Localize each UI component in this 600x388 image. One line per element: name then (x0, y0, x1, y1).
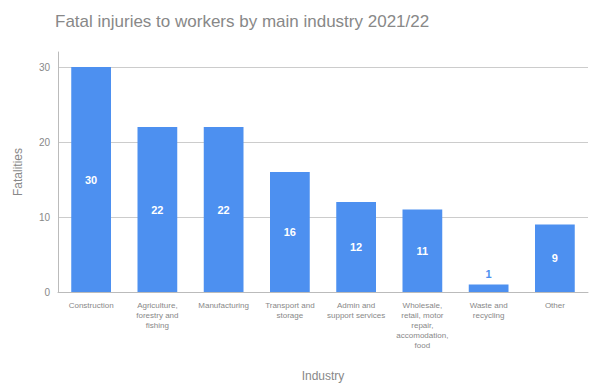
svg-text:11: 11 (417, 245, 429, 257)
svg-text:Manufacturing: Manufacturing (198, 301, 249, 310)
svg-text:10: 10 (39, 212, 51, 223)
svg-text:support services: support services (327, 311, 385, 320)
svg-text:Waste and: Waste and (470, 301, 508, 310)
svg-text:30: 30 (85, 174, 97, 186)
svg-text:20: 20 (39, 137, 51, 148)
svg-text:1: 1 (486, 268, 492, 280)
svg-text:Other: Other (545, 301, 565, 310)
svg-text:Industry: Industry (302, 369, 345, 383)
svg-text:storage: storage (277, 311, 304, 320)
svg-text:Wholesale,: Wholesale, (403, 301, 443, 310)
svg-text:30: 30 (39, 62, 51, 73)
svg-text:Fatalities: Fatalities (11, 148, 25, 196)
svg-text:fishing: fishing (146, 321, 169, 330)
svg-text:forestry and: forestry and (136, 311, 178, 320)
svg-text:Admin and: Admin and (337, 301, 375, 310)
svg-text:Agriculture,: Agriculture, (137, 301, 177, 310)
svg-text:food: food (415, 341, 431, 350)
svg-text:Fatal injuries to workers by m: Fatal injuries to workers by main indust… (55, 12, 429, 31)
svg-text:9: 9 (552, 252, 558, 264)
svg-text:repair,: repair, (411, 321, 433, 330)
svg-text:recycling: recycling (473, 311, 505, 320)
svg-text:22: 22 (218, 204, 230, 216)
svg-text:22: 22 (151, 204, 163, 216)
svg-text:0: 0 (44, 287, 50, 298)
svg-text:Transport and: Transport and (265, 301, 315, 310)
svg-text:12: 12 (350, 241, 362, 253)
svg-text:retail, motor: retail, motor (401, 311, 444, 320)
svg-text:16: 16 (284, 226, 296, 238)
svg-text:Construction: Construction (69, 301, 114, 310)
svg-text:accomodation,: accomodation, (396, 331, 448, 340)
